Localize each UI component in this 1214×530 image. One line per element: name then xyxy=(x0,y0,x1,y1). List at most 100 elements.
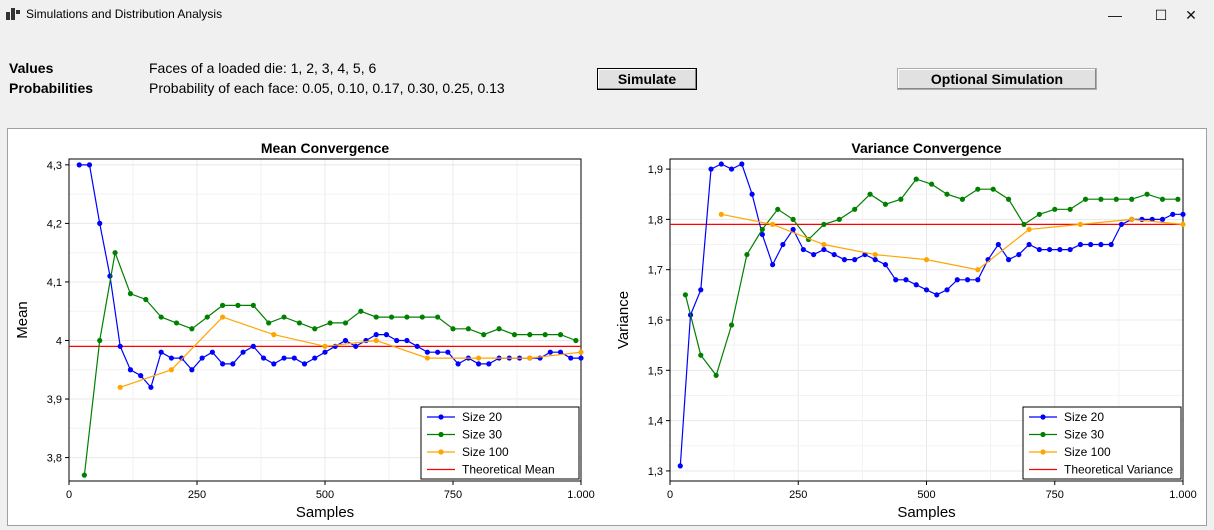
data-point-size-30 xyxy=(404,314,410,320)
data-point-size-30 xyxy=(1098,196,1104,202)
y-axis-title: Variance xyxy=(615,291,632,349)
data-point-size-30 xyxy=(97,337,103,344)
data-point-size-20 xyxy=(800,246,806,253)
data-point-size-20 xyxy=(790,226,796,233)
series-line-size-20 xyxy=(79,164,581,389)
series-line-size-100 xyxy=(721,213,1184,271)
series-line-size-100 xyxy=(120,316,582,388)
data-point-size-20 xyxy=(698,287,704,293)
close-icon: ✕ xyxy=(1185,6,1197,23)
data-point-size-20 xyxy=(995,241,1001,248)
optional-simulation-button[interactable]: Optional Simulation xyxy=(897,68,1097,90)
data-point-size-20 xyxy=(435,349,441,355)
minimize-button[interactable]: — xyxy=(1092,0,1138,30)
data-point-size-100 xyxy=(975,267,981,273)
data-point-size-20 xyxy=(97,220,103,226)
data-point-size-20 xyxy=(964,277,971,283)
data-point-size-20 xyxy=(476,361,482,367)
x-tick-label: 250 xyxy=(789,489,807,501)
data-point-size-30 xyxy=(189,326,195,332)
data-point-size-30 xyxy=(882,201,889,207)
data-point-size-30 xyxy=(173,320,180,326)
data-point-size-100 xyxy=(117,384,123,390)
data-point-size-20 xyxy=(708,166,714,172)
data-point-size-30 xyxy=(266,320,272,326)
data-point-size-20 xyxy=(1047,246,1053,253)
data-point-size-30 xyxy=(1159,196,1166,202)
data-point-size-20 xyxy=(547,349,553,355)
legend-label: Size 30 xyxy=(462,428,502,442)
legend-marker xyxy=(1040,414,1046,420)
data-point-size-20 xyxy=(872,257,878,263)
data-point-size-30 xyxy=(1036,211,1042,217)
data-point-size-30 xyxy=(1144,191,1150,197)
data-point-size-20 xyxy=(260,355,267,361)
data-point-size-30 xyxy=(713,372,719,378)
data-point-size-20 xyxy=(1139,216,1145,222)
data-point-size-20 xyxy=(127,367,134,373)
data-point-size-30 xyxy=(775,206,781,212)
data-point-size-20 xyxy=(281,355,287,361)
data-point-size-30 xyxy=(419,314,425,320)
data-point-size-30 xyxy=(1021,221,1027,228)
maximize-button[interactable]: ☐ xyxy=(1138,0,1184,30)
legend-label: Size 30 xyxy=(1064,428,1104,442)
data-point-size-20 xyxy=(1118,221,1125,228)
chart-title: Mean Convergence xyxy=(261,140,390,156)
data-point-size-20 xyxy=(568,355,574,361)
legend-box xyxy=(1022,406,1182,480)
close-button[interactable]: ✕ xyxy=(1168,0,1214,30)
legend-marker xyxy=(438,431,444,438)
data-point-size-30 xyxy=(682,292,688,298)
data-point-size-20 xyxy=(728,166,735,172)
data-point-size-20 xyxy=(138,373,144,379)
data-point-size-100 xyxy=(322,343,328,349)
x-axis-title: Samples xyxy=(296,504,354,521)
data-point-size-100 xyxy=(923,257,930,263)
data-point-size-20 xyxy=(1036,246,1042,253)
y-tick-label: 1,7 xyxy=(648,265,663,277)
data-point-size-20 xyxy=(1077,241,1083,248)
simulate-button[interactable]: Simulate xyxy=(597,68,697,90)
data-point-size-20 xyxy=(250,343,256,349)
x-tick-label: 750 xyxy=(444,489,462,501)
data-point-size-30 xyxy=(250,302,256,308)
y-tick-label: 4 xyxy=(56,335,62,347)
data-point-size-30 xyxy=(481,332,487,338)
values-text: Faces of a loaded die: 1, 2, 3, 4, 5, 6 xyxy=(149,60,377,76)
y-tick-label: 1,3 xyxy=(648,466,663,478)
data-point-size-20 xyxy=(893,277,899,283)
variance-convergence-chart: Variance Convergence 1,3 1,4 1,5 1,6 1,7 1,8 1,… xyxy=(615,140,1197,521)
data-point-size-30 xyxy=(220,302,226,308)
data-point-size-20 xyxy=(86,162,93,168)
data-point-size-20 xyxy=(557,349,564,355)
data-point-size-20 xyxy=(1170,211,1176,217)
data-point-size-30 xyxy=(496,326,502,332)
data-point-size-100 xyxy=(578,349,584,355)
window-title: Simulations and Distribution Analysis xyxy=(26,7,223,21)
legend-label: Size 100 xyxy=(1064,445,1111,459)
data-point-size-20 xyxy=(882,262,889,268)
data-point-size-20 xyxy=(811,251,817,258)
data-point-size-20 xyxy=(383,332,390,338)
data-point-size-100 xyxy=(872,251,878,258)
x-tick-label: 250 xyxy=(188,489,206,501)
data-point-size-20 xyxy=(1067,246,1073,253)
data-point-size-20 xyxy=(770,262,776,268)
data-point-size-100 xyxy=(424,355,430,361)
y-tick-label: 1,6 xyxy=(648,315,663,327)
x-tick-label: 500 xyxy=(917,489,935,501)
x-tick-label: 500 xyxy=(316,489,334,501)
legend-label: Size 20 xyxy=(462,410,502,424)
values-label: Values xyxy=(9,60,54,76)
data-point-size-20 xyxy=(1057,246,1063,253)
data-point-size-20 xyxy=(168,355,174,361)
chart-title: Variance Convergence xyxy=(851,140,1001,156)
data-point-size-30 xyxy=(929,181,935,187)
data-point-size-30 xyxy=(81,472,87,478)
data-point-size-30 xyxy=(1113,196,1119,202)
data-point-size-30 xyxy=(327,320,333,326)
data-point-size-30 xyxy=(527,332,533,338)
x-tick-label: 1.000 xyxy=(1169,489,1197,501)
data-point-size-30 xyxy=(542,332,548,338)
